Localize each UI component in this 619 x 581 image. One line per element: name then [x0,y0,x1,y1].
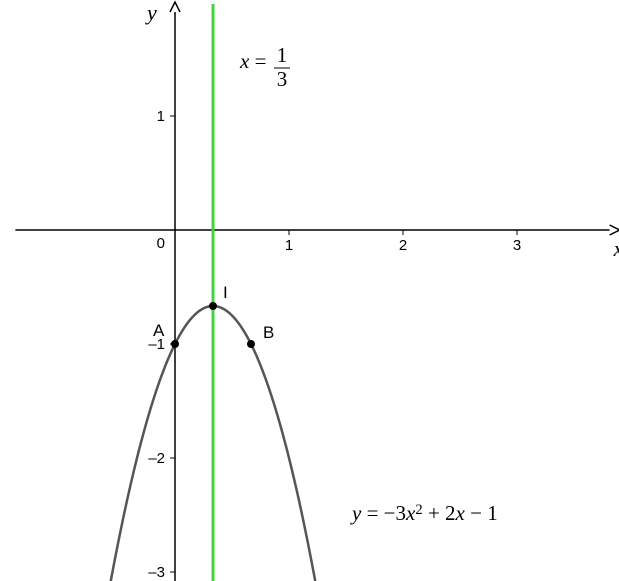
point-a-label: A [153,321,165,340]
y-tick-label: 1 [157,108,165,125]
x-tick-label: 3 [513,237,521,254]
svg-text:1: 1 [277,43,288,67]
x-axis-label: x [613,236,619,261]
chart-bg [0,0,619,581]
y-tick-label: –2 [148,450,165,467]
point-b-label: B [263,323,274,342]
point-i [209,302,217,310]
point-a [171,340,179,348]
curve-equation-label: y = −3x2 + 2x − 1 [350,501,498,525]
x-tick-label: 1 [285,237,293,254]
y-axis-label: y [145,0,157,25]
origin-label: 0 [157,235,165,252]
y-tick-label: –3 [148,564,165,581]
point-i-label: I [223,283,228,302]
svg-text:x =: x = [239,49,266,73]
point-b [247,340,255,348]
svg-text:3: 3 [277,67,288,91]
x-tick-label: 2 [399,237,407,254]
